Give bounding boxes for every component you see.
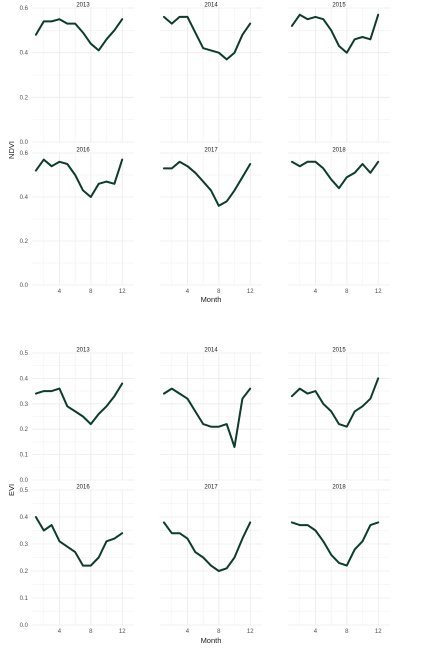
x-tick-label: 4 — [58, 289, 62, 295]
series-line — [162, 521, 252, 572]
y-tick-label: 0.2 — [20, 569, 29, 575]
y-tick-label: 0.6 — [20, 151, 29, 157]
panel-2013: 2013 0.0 0.2 0.4 0.6 — [20, 3, 134, 146]
y-tick-label: 0.0 — [20, 478, 29, 484]
panel-2015: 2015 — [288, 348, 390, 481]
x-tick-label: 12 — [119, 289, 126, 295]
panel-2018: 2018 4 8 12 — [288, 148, 390, 295]
panel-title: 2013 — [76, 3, 90, 9]
x-tick-label: 8 — [89, 289, 93, 295]
series-line — [162, 387, 252, 448]
series-line — [290, 13, 380, 54]
panel-2018: 2018 4 8 12 — [288, 485, 390, 635]
y-tick-label: 0.4 — [20, 376, 29, 382]
panel-title: 2017 — [204, 485, 218, 491]
y-tick-label: 0.3 — [20, 402, 29, 408]
series-line — [34, 382, 124, 426]
x-tick-label: 4 — [314, 629, 318, 635]
y-tick-label: 0.6 — [20, 6, 29, 12]
panel-title: 2016 — [76, 148, 90, 154]
y-tick-label: 0.0 — [20, 283, 29, 289]
panel-2016: 2016 0.0 0.1 0.2 0.3 0.4 0.5 4 8 12 — [20, 485, 134, 635]
x-axis-title: Month — [201, 636, 222, 645]
panel-title: 2015 — [332, 348, 346, 354]
y-tick-label: 0.3 — [20, 542, 29, 548]
panel-title: 2014 — [204, 348, 218, 354]
panel-title: 2018 — [332, 148, 346, 154]
y-tick-label: 0.1 — [20, 596, 29, 602]
y-tick-label: 0.5 — [20, 351, 29, 357]
x-tick-label: 4 — [58, 629, 62, 635]
panel-title: 2017 — [204, 148, 218, 154]
y-tick-label: 0.1 — [20, 453, 29, 459]
x-tick-label: 12 — [119, 629, 126, 635]
panel-2013: 2013 0.0 0.1 0.2 0.3 0.4 0.5 — [20, 348, 134, 484]
y-tick-label: 0.5 — [20, 488, 29, 494]
x-axis-title: Month — [201, 295, 222, 304]
x-tick-label: 8 — [89, 629, 93, 635]
series-line — [290, 377, 380, 428]
series-line — [34, 158, 124, 198]
y-tick-label: 0.2 — [20, 95, 29, 101]
y-tick-label: 0.4 — [20, 195, 29, 201]
y-axis-title: NDVI — [7, 141, 16, 159]
y-tick-label: 0.0 — [20, 623, 29, 629]
panel-2014: 2014 — [160, 348, 262, 481]
x-tick-label: 4 — [186, 289, 190, 295]
panel-2017: 2017 4 8 12 — [160, 485, 262, 635]
panel-title: 2016 — [76, 485, 90, 491]
chart-evi: 2013 0.0 0.1 0.2 0.3 0.4 0.5 2014 2015 2016 0.0 0.1… — [7, 348, 390, 645]
panel-2016: 2016 0.0 0.2 0.4 0.6 4 8 12 — [20, 148, 134, 295]
x-tick-label: 12 — [375, 629, 382, 635]
panel-title: 2018 — [332, 485, 346, 491]
x-tick-label: 4 — [186, 629, 190, 635]
y-tick-label: 0.4 — [20, 51, 29, 57]
series-line — [290, 160, 380, 190]
y-tick-label: 0.2 — [20, 427, 29, 433]
series-line — [162, 160, 252, 207]
chart-ndvi: 2013 0.0 0.2 0.4 0.6 2014 2015 2016 0.0 0.2 0.4 0.6… — [7, 3, 390, 304]
y-tick-label: 0.0 — [20, 140, 29, 146]
x-tick-label: 8 — [217, 629, 221, 635]
panel-title: 2014 — [204, 3, 218, 9]
x-tick-label: 8 — [345, 289, 349, 295]
x-tick-label: 12 — [247, 289, 254, 295]
y-tick-label: 0.2 — [20, 239, 29, 245]
panel-title: 2013 — [76, 348, 90, 354]
series-line — [290, 521, 380, 567]
series-line — [162, 15, 252, 61]
panel-2017: 2017 4 8 12 — [160, 148, 262, 295]
x-tick-label: 4 — [314, 289, 318, 295]
series-line — [34, 18, 124, 52]
panel-2015: 2015 — [288, 3, 390, 143]
panel-2014: 2014 — [160, 3, 262, 143]
x-tick-label: 12 — [247, 629, 254, 635]
x-tick-label: 8 — [345, 629, 349, 635]
y-tick-label: 0.4 — [20, 515, 29, 521]
series-line — [34, 516, 124, 567]
panel-title: 2015 — [332, 3, 346, 9]
y-axis-title: EVI — [7, 484, 16, 496]
x-tick-label: 8 — [217, 289, 221, 295]
x-tick-label: 12 — [375, 289, 382, 295]
